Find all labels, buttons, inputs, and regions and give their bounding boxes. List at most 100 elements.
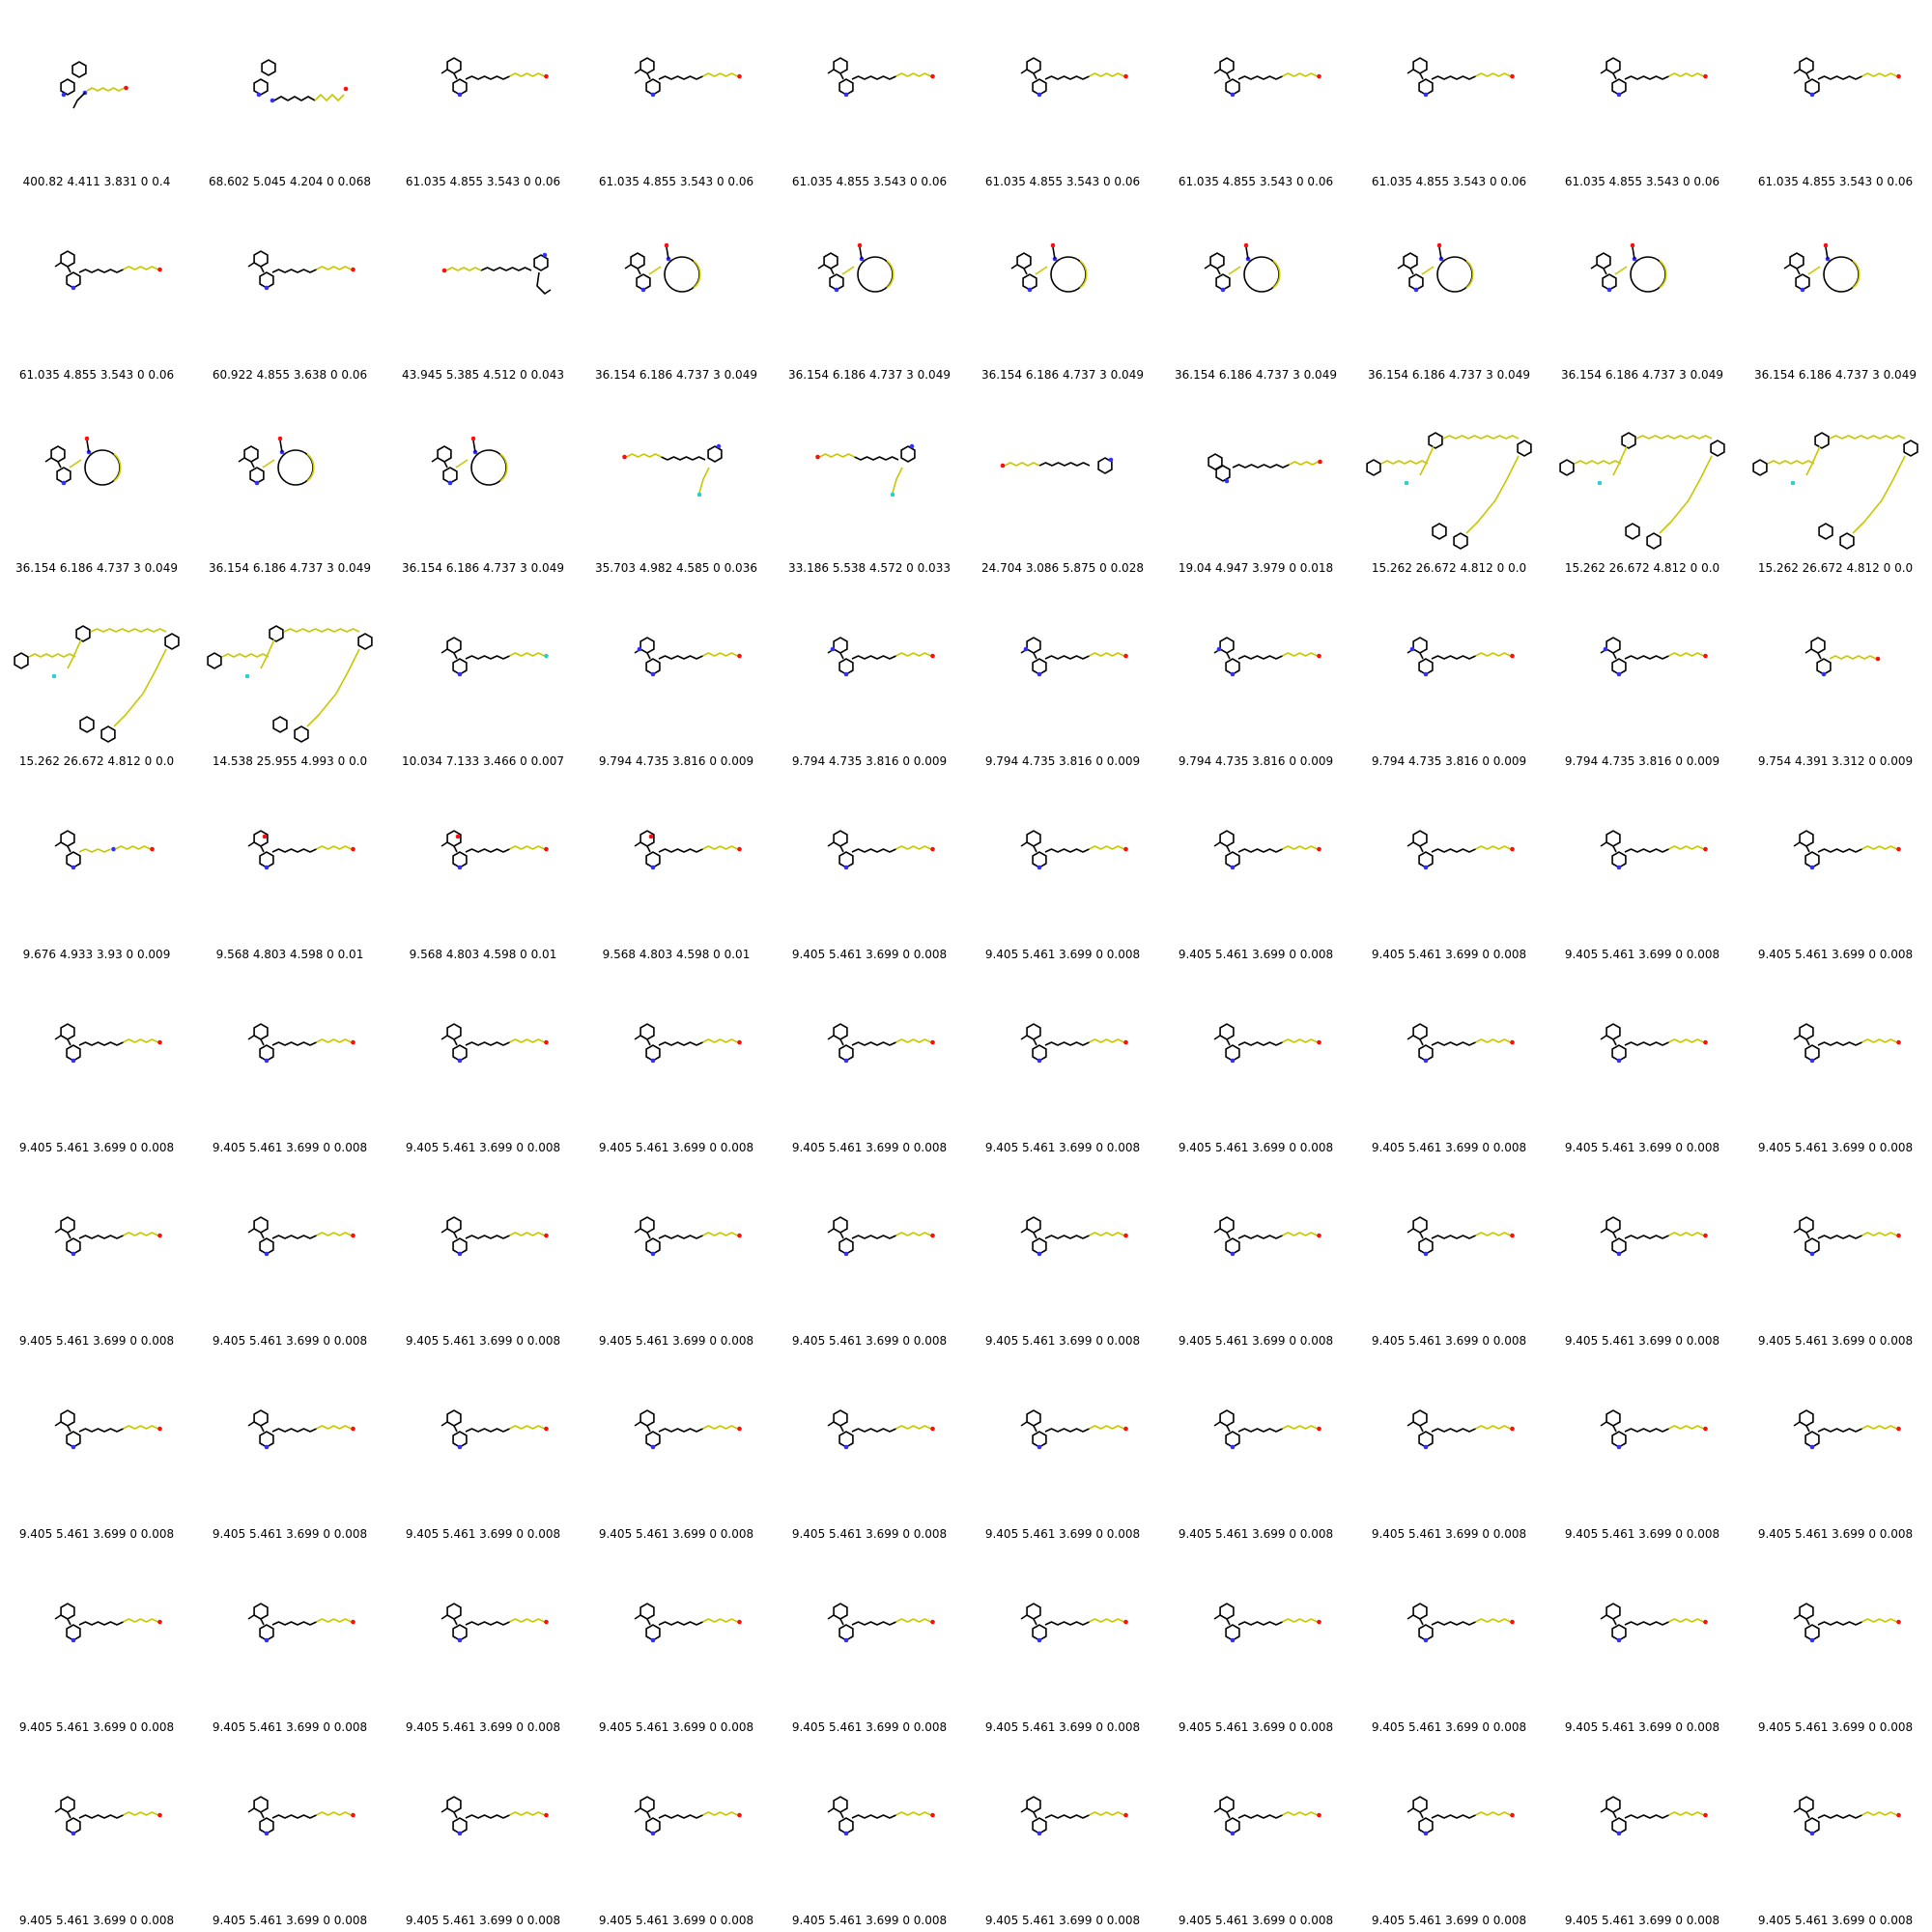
molecule-chain — [1020, 1409, 1128, 1450]
linker — [262, 459, 275, 469]
biaryl-bond — [1419, 72, 1424, 80]
oxygen-atom — [1123, 1812, 1128, 1818]
alkene-chain — [1817, 1235, 1862, 1239]
oxygen-atom — [1896, 73, 1901, 79]
molecule-cell: 61.035 4.855 3.543 0 0.06 — [386, 0, 580, 193]
fluoro-branch — [892, 467, 903, 494]
molecule-structure-image — [1793, 1603, 1901, 1643]
sulfur-chain — [1861, 1618, 1897, 1623]
alkene-chain — [1044, 1235, 1090, 1239]
methyl-bond — [1213, 1228, 1221, 1234]
molecule-caption: 36.154 6.186 4.737 3 0.049 — [402, 561, 564, 575]
oxygen-atom — [737, 1812, 742, 1818]
tolyl-ring — [261, 59, 276, 76]
biaryl-bond — [1226, 72, 1231, 80]
molecule-caption: 9.405 5.461 3.699 0 0.008 — [1564, 948, 1720, 961]
sulfur-chain — [1475, 1811, 1511, 1816]
molecule-chain — [1600, 57, 1708, 98]
molecule-caption: 9.568 4.803 4.598 0 0.01 — [409, 948, 557, 961]
methyl-bond — [1793, 1807, 1801, 1813]
nitrogen-atom — [1230, 1058, 1236, 1064]
oxygen-atom — [930, 1039, 935, 1045]
macro-ring-sulfur — [499, 453, 508, 482]
molecule-caption: 9.405 5.461 3.699 0 0.008 — [1564, 1141, 1720, 1154]
pyridine-ring — [1804, 851, 1820, 868]
methyl-bond — [247, 1807, 255, 1813]
molecule-amine-chain — [1020, 637, 1128, 677]
biaryl-bond — [67, 1232, 71, 1239]
molecule-structure-image — [1213, 57, 1321, 98]
molecule-caption: 9.405 5.461 3.699 0 0.008 — [1757, 1334, 1914, 1348]
molecule-chain — [440, 1796, 549, 1836]
oxygen-atom — [1123, 1233, 1128, 1238]
nitrogen-atom — [457, 1058, 463, 1064]
sulfur-chain — [895, 845, 931, 850]
methyl-bond — [1793, 69, 1801, 74]
ring-c — [1903, 440, 1918, 457]
sulfur-chain — [1282, 1811, 1318, 1816]
amine-atom — [1603, 646, 1608, 652]
molecule-cell: 24.704 3.086 5.875 0 0.028 — [966, 386, 1159, 580]
oxygen-atom — [441, 268, 447, 273]
fluorine-atom — [696, 492, 702, 497]
molecule-cell: 9.405 5.461 3.699 0 0.008 — [1546, 966, 1739, 1159]
biaryl-bond — [1226, 1425, 1231, 1433]
sulfur-chain — [1861, 1425, 1897, 1430]
oxygen-atom — [544, 1426, 549, 1432]
oxygen-atom — [1896, 1619, 1901, 1625]
ring-a — [14, 652, 29, 669]
biaryl-bond — [839, 652, 844, 660]
molecule-caption: 61.035 4.855 3.543 0 0.06 — [1178, 175, 1334, 188]
molecule-caption: 15.262 26.672 4.812 0 0.0 — [1757, 561, 1914, 575]
molecule-chain — [634, 1023, 742, 1064]
pyridine-ring — [1032, 1044, 1047, 1062]
nitrogen-atom — [71, 285, 76, 291]
molecule-caption: 36.154 6.186 4.737 3 0.049 — [1561, 368, 1723, 382]
biaryl-bond — [453, 652, 458, 660]
sulfur-chain — [702, 1232, 738, 1236]
oxygen-atom — [1896, 1812, 1901, 1818]
oxygen-atom — [351, 1426, 355, 1432]
molecule-macrocycle — [1010, 242, 1088, 293]
molecule-structure-image — [1204, 242, 1281, 293]
biaryl-bond — [260, 1811, 265, 1819]
biaryl-bond — [1409, 268, 1414, 275]
alkene-chain — [1624, 1041, 1669, 1046]
biaryl-bond — [453, 72, 458, 80]
pyridine-ring — [442, 467, 458, 484]
molecule-caption: 61.035 4.855 3.543 0 0.06 — [598, 175, 754, 188]
oxygen-atom — [157, 1426, 162, 1432]
oxygen-atom — [1317, 653, 1321, 659]
molecule-chain — [1600, 1409, 1708, 1450]
methyl-bond — [634, 1807, 641, 1813]
methyl-bond — [1406, 1228, 1414, 1234]
molecule-chain — [247, 1409, 355, 1450]
molecule-cell: 9.676 4.933 3.93 0 0.009 — [0, 773, 193, 966]
sulfur-chain — [702, 845, 738, 850]
nitrogen-atom — [457, 1251, 463, 1257]
sulfur-chain — [316, 1425, 352, 1430]
alkene-chain — [1232, 464, 1290, 469]
molecule-structure-image — [441, 252, 552, 295]
nitrogen-atom — [264, 865, 270, 870]
sulfur-chain — [509, 1811, 545, 1816]
molecule-amine-chain — [634, 637, 742, 677]
oxygen-atom — [157, 1039, 162, 1045]
molecule-structure-image — [440, 1216, 549, 1257]
phenyl-ring — [71, 61, 87, 78]
molecule-chain — [440, 1409, 549, 1450]
molecule-oxa-ring-chain — [634, 830, 742, 870]
sulfur-chain — [1089, 1425, 1124, 1430]
oxygen-atom — [1123, 1619, 1128, 1625]
molecule-structure-image — [827, 1409, 935, 1450]
molecule-network — [1559, 432, 1725, 550]
biaryl-bond — [1805, 1038, 1810, 1046]
molecule-structure-image — [207, 625, 373, 743]
molecule-structure-image — [1793, 1216, 1901, 1257]
molecule-cell: 9.405 5.461 3.699 0 0.008 — [1352, 1739, 1546, 1932]
nitrogen-atom — [264, 1637, 270, 1643]
molecule-structure-image — [634, 1216, 742, 1257]
pyridine-ring — [1032, 1624, 1047, 1641]
molecule-chain — [1213, 1409, 1321, 1450]
